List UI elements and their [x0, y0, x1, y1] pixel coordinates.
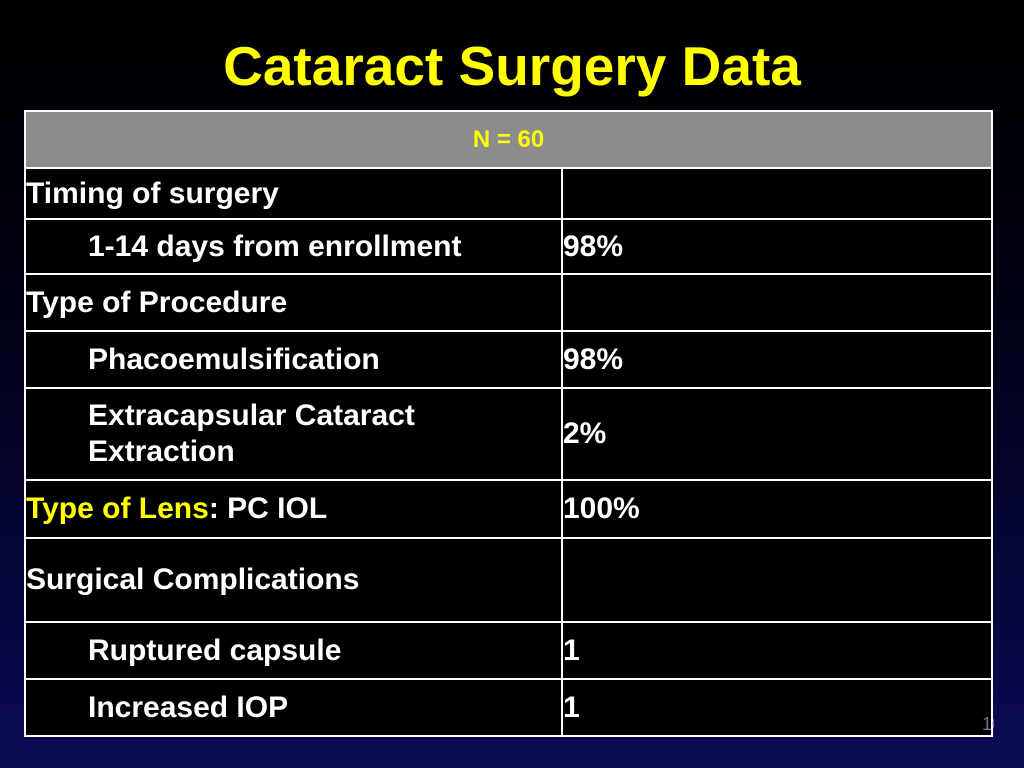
table-row: Extracapsular Cataract Extraction 2% — [24, 387, 994, 481]
row-label: 1-14 days from enrollment — [24, 218, 563, 275]
row-label-line1: Extracapsular Cataract — [88, 399, 415, 432]
row-value: 2% — [560, 387, 994, 481]
row-value: 1 — [560, 621, 994, 680]
table-header-row: N = 60 — [23, 110, 994, 169]
table-row: 1-14 days from enrollment 98% — [24, 218, 994, 275]
row-label: Ruptured capsule — [24, 621, 563, 680]
row-value — [560, 537, 994, 623]
sample-size-header: N = 60 — [23, 110, 994, 169]
row-label: Extracapsular Cataract Extraction — [24, 387, 563, 481]
row-value: 100% — [560, 479, 994, 539]
row-value: 98% — [560, 218, 994, 275]
row-value — [560, 273, 994, 332]
slide-title: Cataract Surgery Data — [223, 35, 801, 97]
row-label: Increased IOP — [24, 678, 563, 737]
table-row: Phacoemulsification 98% — [24, 330, 994, 389]
table-row: Timing of surgery — [24, 167, 994, 220]
table-row: Increased IOP 1 — [24, 678, 994, 737]
row-value: 98% — [560, 330, 994, 389]
table-row: Type of Lens: PC IOL 100% — [24, 479, 994, 539]
row-label: Phacoemulsification — [24, 330, 563, 389]
row-value: 1 — [560, 678, 994, 737]
table-row: Surgical Complications — [24, 537, 994, 623]
row-label-lens: Type of Lens: PC IOL — [24, 479, 563, 539]
row-value — [560, 167, 994, 220]
table-row: Type of Procedure — [24, 273, 994, 332]
section-label-lens: Type of Lens — [26, 492, 209, 525]
table-row: Ruptured capsule 1 — [24, 621, 994, 680]
row-label-line2: Extraction — [88, 435, 235, 468]
section-label-complications: Surgical Complications — [24, 537, 563, 623]
slide-number: 10 — [982, 714, 994, 734]
row-label-rest: : PC IOL — [208, 492, 328, 525]
surgery-data-table: N = 60 Timing of surgery 1-14 days from … — [23, 110, 994, 737]
section-label-procedure: Type of Procedure — [24, 273, 563, 332]
section-label-timing: Timing of surgery — [24, 167, 563, 220]
